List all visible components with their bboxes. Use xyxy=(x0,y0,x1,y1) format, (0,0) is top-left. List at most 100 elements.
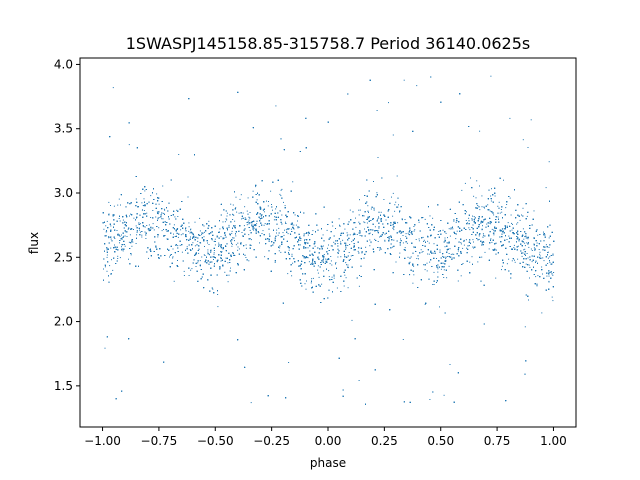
data-point xyxy=(552,254,554,256)
data-point xyxy=(433,271,435,273)
data-point xyxy=(446,242,448,244)
data-point xyxy=(252,190,254,192)
data-point xyxy=(525,237,527,239)
data-point xyxy=(468,227,470,229)
data-point xyxy=(162,185,164,187)
data-point xyxy=(522,139,524,141)
data-point xyxy=(143,210,145,211)
data-point xyxy=(274,238,276,240)
data-point xyxy=(364,222,366,224)
data-point xyxy=(374,238,376,240)
data-point xyxy=(157,234,158,236)
data-point xyxy=(514,259,515,261)
data-point xyxy=(121,248,123,250)
data-point xyxy=(345,248,347,250)
data-point xyxy=(529,266,531,268)
data-point xyxy=(472,246,474,248)
data-point xyxy=(230,267,231,269)
data-point xyxy=(366,222,368,224)
data-point xyxy=(166,230,168,232)
data-point xyxy=(328,270,330,272)
data-point xyxy=(128,258,129,260)
data-point xyxy=(369,239,371,241)
data-point xyxy=(474,217,476,219)
data-point xyxy=(392,246,394,248)
data-point xyxy=(177,245,179,247)
data-point xyxy=(179,244,181,246)
data-point xyxy=(331,264,333,266)
data-point xyxy=(345,242,347,244)
data-point xyxy=(363,215,365,217)
data-point xyxy=(377,241,379,242)
data-point xyxy=(199,260,201,262)
data-point xyxy=(108,201,110,203)
data-point xyxy=(109,265,111,267)
data-point xyxy=(538,249,540,250)
data-point xyxy=(443,394,445,396)
data-point xyxy=(522,228,524,230)
data-point xyxy=(110,225,112,227)
data-point xyxy=(275,105,277,107)
data-point xyxy=(537,234,539,236)
data-point xyxy=(295,224,297,226)
data-point xyxy=(546,275,548,277)
data-point xyxy=(279,247,281,249)
data-point xyxy=(309,250,311,252)
data-point xyxy=(524,242,526,244)
data-point xyxy=(230,203,232,205)
data-point xyxy=(472,215,473,217)
data-point xyxy=(526,237,528,239)
data-point xyxy=(513,244,515,246)
data-point xyxy=(338,218,340,220)
data-point xyxy=(150,195,152,197)
data-point xyxy=(217,306,219,308)
data-point xyxy=(551,296,553,298)
data-point xyxy=(535,276,537,278)
data-point xyxy=(317,265,319,267)
data-point xyxy=(424,218,426,220)
data-point xyxy=(131,245,133,247)
data-point xyxy=(111,259,112,261)
data-point xyxy=(117,258,119,259)
data-point xyxy=(349,209,351,211)
data-point xyxy=(367,205,369,207)
data-point xyxy=(121,246,122,248)
data-point xyxy=(473,247,475,249)
data-point xyxy=(440,268,442,270)
data-point xyxy=(207,249,209,251)
data-point xyxy=(303,257,305,259)
data-point xyxy=(144,190,146,192)
data-point xyxy=(412,282,414,284)
data-point xyxy=(141,234,143,236)
data-point xyxy=(548,237,550,239)
data-point xyxy=(150,217,152,218)
data-point xyxy=(127,228,129,230)
data-point xyxy=(199,264,201,266)
data-point xyxy=(465,220,467,221)
data-point xyxy=(214,238,216,240)
data-point xyxy=(162,218,164,220)
data-point xyxy=(158,203,160,205)
data-point xyxy=(347,264,349,266)
data-point xyxy=(321,283,323,285)
data-point xyxy=(549,261,551,263)
data-point xyxy=(494,195,496,197)
data-point xyxy=(344,228,346,230)
data-point xyxy=(155,216,157,218)
data-point xyxy=(190,269,192,271)
data-point xyxy=(552,274,554,276)
data-point xyxy=(519,219,521,221)
data-point xyxy=(399,252,401,254)
data-point xyxy=(118,218,120,219)
data-point xyxy=(461,189,463,191)
data-point xyxy=(305,288,307,290)
data-point xyxy=(148,257,149,259)
data-point xyxy=(213,259,214,260)
data-point xyxy=(156,193,158,195)
data-point xyxy=(442,255,444,257)
data-point xyxy=(392,192,394,194)
data-point xyxy=(533,210,535,212)
data-point xyxy=(213,253,215,255)
data-point xyxy=(242,235,244,237)
data-point xyxy=(487,204,489,206)
